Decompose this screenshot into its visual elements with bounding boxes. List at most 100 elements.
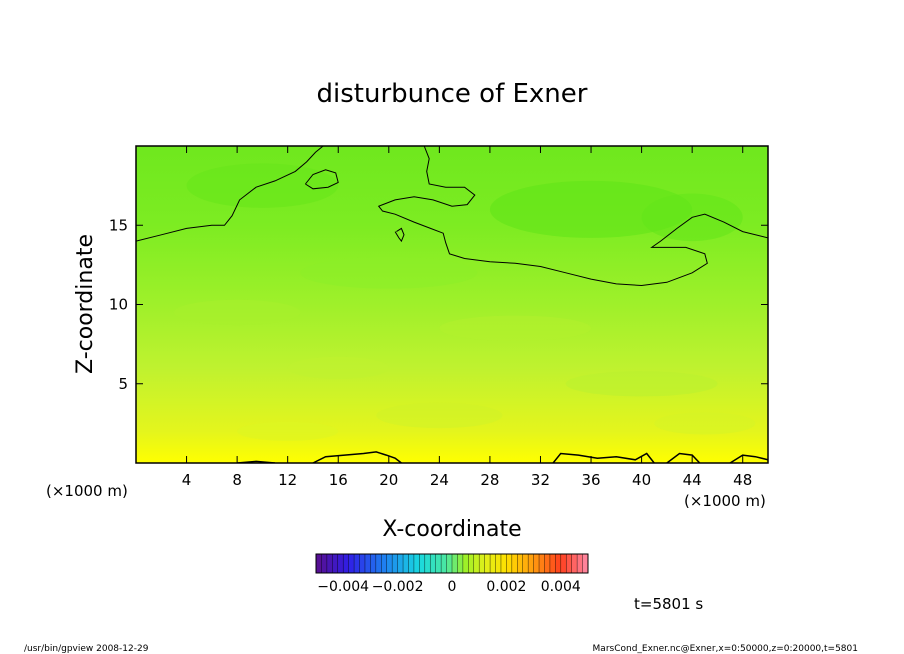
colorbar-cell bbox=[473, 554, 480, 573]
colorbar-cell bbox=[332, 554, 339, 573]
colorbar-cell bbox=[359, 554, 366, 573]
colorbar bbox=[315, 553, 589, 574]
colorbar-cell bbox=[424, 554, 431, 573]
x-tick-label-44: 44 bbox=[683, 471, 702, 489]
colorbar-cell bbox=[337, 554, 344, 573]
colorbar-cell bbox=[555, 554, 562, 573]
colorbar-cell bbox=[577, 554, 583, 573]
colorbar-cell bbox=[354, 554, 360, 573]
x-axis: 4 8 12 16 20 24 28 32 36 40 44 48 bbox=[182, 146, 752, 489]
colorbar-cell bbox=[539, 554, 545, 573]
colorbar-cell bbox=[430, 554, 436, 573]
colorbar-cell bbox=[549, 554, 556, 573]
colorbar-cell bbox=[419, 554, 426, 573]
x-tick-label-16: 16 bbox=[329, 471, 348, 489]
y-axis-label: Z-coordinate bbox=[73, 234, 98, 374]
field-patch bbox=[237, 421, 339, 441]
x-unit-label: (×1000 m) bbox=[684, 492, 766, 510]
colorbar-cell bbox=[326, 554, 333, 573]
colorbar-cell bbox=[321, 554, 328, 573]
colorbar-cell bbox=[413, 554, 420, 573]
colorbar-ticks: −0.004 −0.002 0 0.002 0.004 bbox=[317, 579, 581, 595]
x-tick-label-20: 20 bbox=[379, 471, 398, 489]
colorbar-frame bbox=[315, 553, 589, 574]
colorbar-cell bbox=[452, 554, 458, 573]
colorbar-cell bbox=[517, 554, 524, 573]
y-axis: 5 10 15 bbox=[109, 216, 768, 393]
colorbar-cell bbox=[435, 554, 442, 573]
field-patch bbox=[376, 402, 503, 429]
colorbar-cell bbox=[386, 554, 393, 573]
y-tick-label-5: 5 bbox=[118, 375, 128, 393]
contour-surface-5 bbox=[729, 454, 768, 463]
colorbar-cell bbox=[500, 554, 507, 573]
contour-upper-right bbox=[377, 146, 768, 287]
y-unit-label: (×1000 m) bbox=[46, 482, 128, 500]
colorbar-cell bbox=[403, 554, 409, 573]
contour-island-2 bbox=[394, 227, 405, 243]
colorbar-tick-label: 0.004 bbox=[541, 579, 581, 595]
colorbar-cell bbox=[316, 554, 322, 573]
plot-area bbox=[136, 146, 768, 463]
colorbar-cell bbox=[364, 554, 371, 573]
colorbar-tick-label: −0.004 bbox=[317, 579, 369, 595]
x-tick-label-40: 40 bbox=[632, 471, 651, 489]
time-label: t=5801 s bbox=[634, 595, 703, 613]
colorbar-cell bbox=[560, 554, 567, 573]
colorbar-cell bbox=[468, 554, 475, 573]
y-tick-label-10: 10 bbox=[109, 296, 128, 314]
x-tick-label-8: 8 bbox=[232, 471, 242, 489]
contour-surface-2 bbox=[312, 451, 402, 463]
colorbar-cell bbox=[370, 554, 377, 573]
colorbar-cell bbox=[522, 554, 529, 573]
colorbar-cell bbox=[462, 554, 469, 573]
field-patch bbox=[300, 256, 478, 289]
field-patch bbox=[439, 315, 592, 341]
colorbar-cell bbox=[343, 554, 349, 573]
colorbar-cell bbox=[511, 554, 518, 573]
colorbar-cell bbox=[381, 554, 388, 573]
colorbar-tick-label: −0.002 bbox=[372, 579, 424, 595]
x-tick-label-12: 12 bbox=[278, 471, 297, 489]
field-patch bbox=[654, 412, 756, 435]
colorbar-tick-label: 0.002 bbox=[486, 579, 526, 595]
x-tick-label-48: 48 bbox=[733, 471, 752, 489]
x-tick-label-28: 28 bbox=[480, 471, 499, 489]
footer-right: MarsCond_Exner.nc@Exner,x=0:50000,z=0:20… bbox=[593, 644, 858, 654]
colorbar-cell bbox=[348, 554, 355, 573]
colorbar-cell bbox=[495, 554, 502, 573]
colorbar-cell bbox=[490, 554, 496, 573]
field-patch bbox=[489, 180, 693, 238]
colorbar-cell bbox=[484, 554, 491, 573]
x-tick-label-32: 32 bbox=[531, 471, 550, 489]
footer-left: /usr/bin/gpview 2008-12-29 bbox=[24, 644, 149, 654]
x-tick-label-4: 4 bbox=[182, 471, 192, 489]
colorbar-cell bbox=[375, 554, 382, 573]
colorbar-cell bbox=[441, 554, 447, 573]
field-patch bbox=[565, 371, 718, 397]
contour-upper-left bbox=[136, 146, 324, 242]
colorbar-cell bbox=[457, 554, 464, 573]
field-patch bbox=[173, 299, 301, 326]
contour-surface-4 bbox=[666, 452, 701, 463]
x-axis-label: X-coordinate bbox=[382, 517, 521, 542]
colorbar-cell bbox=[506, 554, 513, 573]
colorbar-cell bbox=[566, 554, 572, 573]
x-tick-label-24: 24 bbox=[430, 471, 449, 489]
colorbar-cell bbox=[571, 554, 578, 573]
chart-title: disturbunce of Exner bbox=[317, 79, 588, 109]
colorbar-cell bbox=[392, 554, 398, 573]
x-tick-label-36: 36 bbox=[581, 471, 600, 489]
field-patch bbox=[287, 356, 389, 379]
colorbar-cell bbox=[528, 554, 534, 573]
colorbar-cell bbox=[397, 554, 404, 573]
colorbar-cell bbox=[544, 554, 551, 573]
colorbar-tick-label: 0 bbox=[448, 579, 457, 595]
colorbar-cell bbox=[446, 554, 453, 573]
contour-island-1 bbox=[305, 169, 339, 190]
colorbar-cell bbox=[408, 554, 415, 573]
contour-surface-3 bbox=[552, 452, 655, 463]
y-tick-label-15: 15 bbox=[109, 216, 128, 234]
colorbar-cell bbox=[582, 554, 589, 573]
